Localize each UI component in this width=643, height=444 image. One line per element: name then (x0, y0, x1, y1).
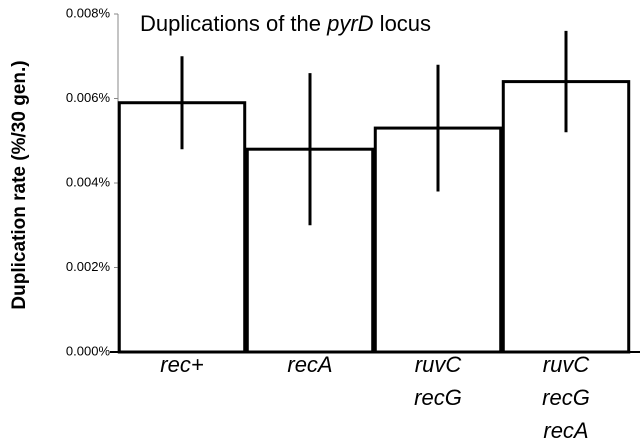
x-tick-label: ruvC (543, 352, 590, 377)
y-axis-label: Duplication rate (%/30 gen.) (9, 60, 30, 309)
x-tick-label: ruvC (415, 352, 462, 377)
x-tick-label: recG (542, 385, 590, 410)
x-tick-label: recG (414, 385, 462, 410)
title-part: Duplications of the (140, 11, 327, 36)
y-tick-label: 0.004% (66, 174, 111, 189)
y-tick-label: 0.000% (66, 343, 111, 358)
y-tick-label: 0.006% (66, 90, 111, 105)
y-tick-label: 0.002% (66, 259, 111, 274)
x-tick-label: recA (543, 418, 588, 443)
title-part: pyrD (326, 11, 374, 36)
chart-title: Duplications of the pyrD locus (140, 11, 431, 36)
title-part: locus (374, 11, 431, 36)
y-tick-label: 0.008% (66, 5, 111, 20)
x-tick-label: recA (287, 352, 332, 377)
x-tick-label: rec+ (160, 352, 204, 377)
